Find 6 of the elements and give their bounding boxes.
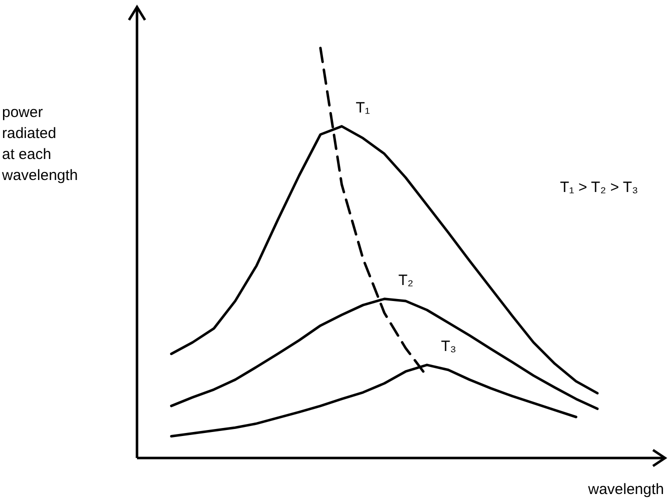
annotation: T₁ > T₂ > T₃ bbox=[560, 179, 638, 196]
y-axis-title: power radiated at each wavelength bbox=[1, 104, 78, 184]
series-label: T₁ bbox=[356, 99, 370, 116]
series-label: T₃ bbox=[440, 338, 456, 355]
x-axis-title: wavelength bbox=[587, 481, 664, 498]
series-label: T₂ bbox=[398, 272, 414, 289]
